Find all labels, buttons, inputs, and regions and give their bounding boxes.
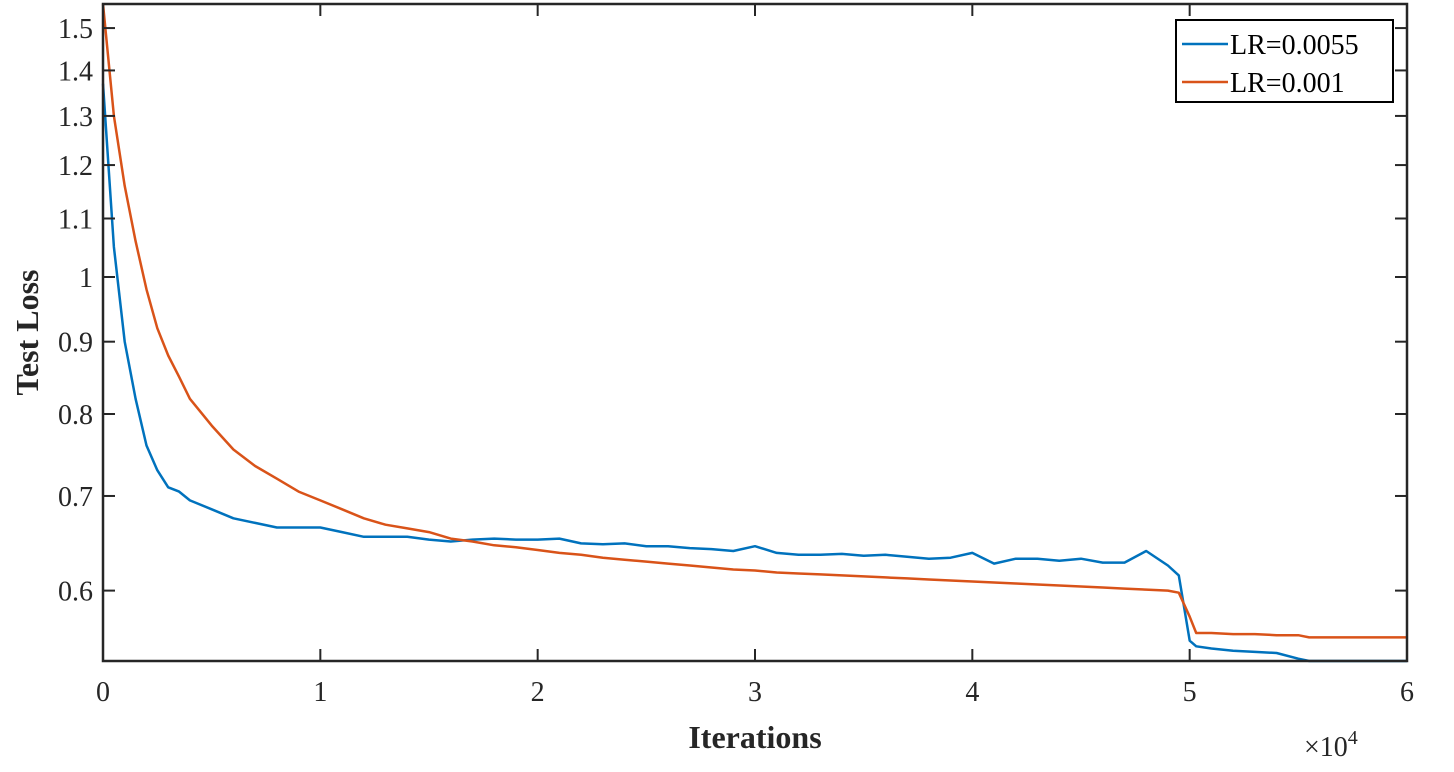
legend-box: [1175, 19, 1394, 103]
y-tick-label: 0.7: [58, 482, 93, 513]
series-layer: [101, 3, 1407, 663]
y-tick-label: 1.4: [58, 56, 93, 87]
series-line-lr-001: [101, 3, 1407, 639]
x-tick-label: 6: [1400, 677, 1414, 708]
y-tick-label: 0.6: [58, 577, 93, 608]
y-tick-label: 1.1: [58, 204, 93, 235]
x-axis-multiplier-exponent: 4: [1348, 727, 1358, 749]
y-tick-label: 1.3: [58, 102, 93, 133]
y-tick-label: 1: [79, 263, 93, 294]
x-tick-label: 1: [313, 677, 327, 708]
y-axis-label: Test Loss: [9, 270, 45, 396]
y-tick-label: 1.2: [58, 151, 93, 182]
x-tick-label: 4: [965, 677, 979, 708]
legend: LR=0.0055 LR=0.001: [1175, 19, 1394, 103]
x-axis-multiplier-base: ×10: [1304, 732, 1348, 763]
series-line-lr-0055: [101, 83, 1407, 663]
x-axis-multiplier: ×104: [1304, 727, 1358, 763]
legend-label-lr-001: LR=0.001: [1230, 68, 1345, 99]
x-tick-label: 0: [96, 677, 110, 708]
x-tick-label: 3: [748, 677, 762, 708]
y-tick-label: 0.8: [58, 400, 93, 431]
legend-label-lr-0055: LR=0.0055: [1230, 30, 1359, 61]
x-axis-label: Iterations: [688, 719, 821, 755]
y-tick-label: 0.9: [58, 328, 93, 359]
x-tick-label: 5: [1183, 677, 1197, 708]
ticks-layer: 0 1 2 3 4 5 6 0.6 0.7 0.8 0.9 1 1.1 1.2 1.3 1.4 1.5: [58, 4, 1414, 708]
x-tick-label: 2: [531, 677, 545, 708]
y-tick-label: 1.5: [58, 14, 93, 45]
